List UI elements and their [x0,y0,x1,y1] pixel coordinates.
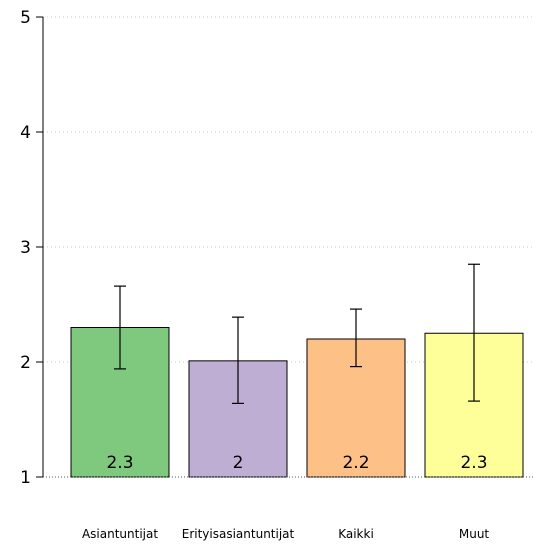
data-label: 2 [233,453,244,473]
x-tick-label: Erityisasiantuntijat [182,527,295,541]
data-label: 2.3 [106,453,133,473]
bars [70,327,524,478]
error-bars [114,263,480,404]
x-tick-label: Muut [459,527,490,541]
data-labels: 2.3 2 2.2 2.3 [106,453,487,473]
x-tick-label: Asiantuntijat [82,527,158,541]
y-tick-label: 3 [20,238,31,258]
grid-lines [43,16,534,363]
y-axis: 1 2 3 4 5 [20,8,44,488]
data-label: 2.2 [342,453,369,473]
data-label: 2.3 [460,453,487,473]
y-tick-label: 5 [20,8,31,28]
x-tick-label: Kaikki [338,527,374,541]
y-tick-label: 2 [20,353,31,373]
y-tick-label: 1 [20,468,31,488]
y-tick-label: 4 [20,123,31,143]
x-axis: Asiantuntijat Erityisasiantuntijat Kaikki M… [43,476,534,541]
